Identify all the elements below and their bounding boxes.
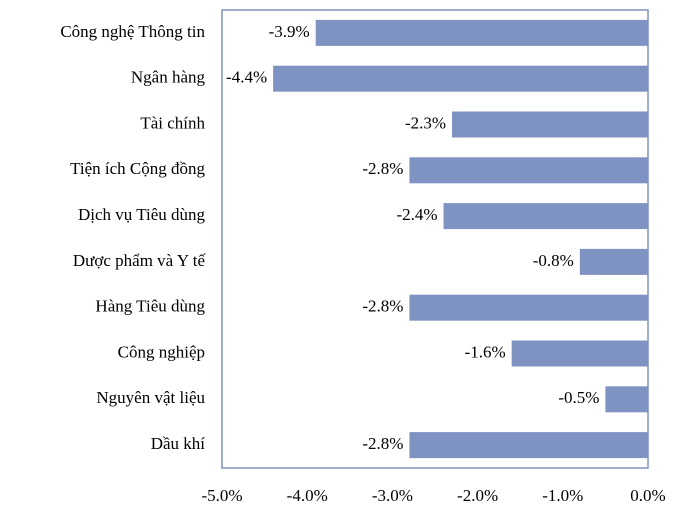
plot-frame xyxy=(221,9,649,469)
value-label: -3.9% xyxy=(269,22,310,41)
y-tick-label: Dịch vụ Tiêu dùng xyxy=(78,205,206,224)
x-tick-label: -4.0% xyxy=(287,486,328,505)
x-tick-label: -2.0% xyxy=(457,486,498,505)
value-label: -2.8% xyxy=(362,297,403,316)
y-tick-label: Tiện ích Cộng đồng xyxy=(70,159,205,178)
value-label: -0.5% xyxy=(558,388,599,407)
bar xyxy=(443,203,648,230)
value-label: -2.3% xyxy=(405,113,446,132)
bar xyxy=(409,432,648,459)
bar xyxy=(579,248,648,275)
y-tick-label: Dược phẩm và Y tế xyxy=(73,251,206,270)
x-tick-label: -3.0% xyxy=(372,486,413,505)
y-tick-label: Công nghiệp xyxy=(118,342,205,361)
bar xyxy=(605,386,648,413)
y-tick-label: Nguyên vật liệu xyxy=(96,388,205,407)
bar xyxy=(273,65,648,92)
y-tick-label: Dầu khí xyxy=(151,434,206,453)
value-label: -2.8% xyxy=(362,434,403,453)
bar xyxy=(315,19,648,46)
y-tick-label: Tài chính xyxy=(140,113,205,132)
bar xyxy=(511,340,648,367)
value-label: -2.4% xyxy=(396,205,437,224)
x-tick-label: 0.0% xyxy=(630,486,665,505)
bar xyxy=(452,111,648,138)
bar xyxy=(409,157,648,184)
value-label: -2.8% xyxy=(362,159,403,178)
y-tick-label: Hàng Tiêu dùng xyxy=(95,297,205,316)
y-tick-label: Công nghệ Thông tin xyxy=(60,22,205,41)
bar xyxy=(409,294,648,321)
value-label: -0.8% xyxy=(533,251,574,270)
value-label: -4.4% xyxy=(226,68,267,87)
value-label: -1.6% xyxy=(465,342,506,361)
y-tick-label: Ngân hàng xyxy=(131,68,206,87)
x-tick-label: -5.0% xyxy=(201,486,242,505)
x-tick-label: -1.0% xyxy=(542,486,583,505)
